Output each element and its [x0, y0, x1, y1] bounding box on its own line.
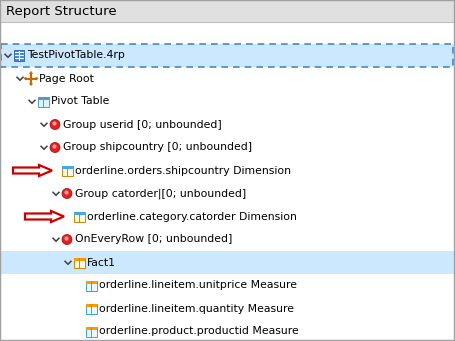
Circle shape	[50, 143, 60, 152]
Bar	[61, 165, 72, 169]
Bar	[86, 326, 96, 337]
Bar	[86, 303, 96, 307]
Bar	[61, 165, 72, 176]
Text: Report Structure: Report Structure	[6, 4, 116, 17]
Bar	[74, 257, 85, 261]
Text: Fact1: Fact1	[87, 257, 116, 267]
Bar	[74, 257, 85, 267]
Circle shape	[62, 235, 72, 244]
Circle shape	[50, 119, 60, 130]
Bar	[86, 326, 96, 330]
Text: orderline.product.productid Measure: orderline.product.productid Measure	[99, 326, 299, 337]
Text: orderline.lineitem.unitprice Measure: orderline.lineitem.unitprice Measure	[99, 281, 297, 291]
Text: TestPivotTable.4rp: TestPivotTable.4rp	[27, 50, 125, 60]
Bar	[0, 251, 455, 274]
Bar	[1, 44, 453, 67]
Bar	[14, 50, 24, 61]
Bar	[37, 97, 49, 100]
Bar	[37, 97, 49, 106]
Circle shape	[62, 189, 72, 198]
Bar	[86, 303, 96, 313]
Text: OnEveryRow [0; unbounded]: OnEveryRow [0; unbounded]	[75, 235, 233, 244]
Polygon shape	[25, 211, 64, 222]
Text: Group shipcountry [0; unbounded]: Group shipcountry [0; unbounded]	[63, 143, 252, 152]
Text: orderline.lineitem.quantity Measure: orderline.lineitem.quantity Measure	[99, 303, 294, 313]
Bar	[86, 281, 96, 291]
FancyArrow shape	[24, 77, 28, 80]
Text: Group userid [0; unbounded]: Group userid [0; unbounded]	[63, 119, 222, 130]
Text: orderline.category.catorder Dimension: orderline.category.catorder Dimension	[87, 211, 297, 222]
FancyArrow shape	[30, 72, 32, 75]
Bar	[74, 211, 85, 222]
Text: Pivot Table: Pivot Table	[51, 97, 109, 106]
FancyArrow shape	[30, 81, 32, 86]
Bar	[74, 211, 85, 215]
Bar	[86, 281, 96, 284]
FancyArrow shape	[34, 77, 38, 80]
Polygon shape	[13, 165, 52, 176]
Text: orderline.orders.shipcountry Dimension: orderline.orders.shipcountry Dimension	[75, 165, 291, 176]
Bar	[0, 0, 455, 22]
Bar	[0, 44, 455, 67]
Text: Group catorder|[0; unbounded]: Group catorder|[0; unbounded]	[75, 188, 246, 199]
Text: Page Root: Page Root	[39, 74, 94, 84]
